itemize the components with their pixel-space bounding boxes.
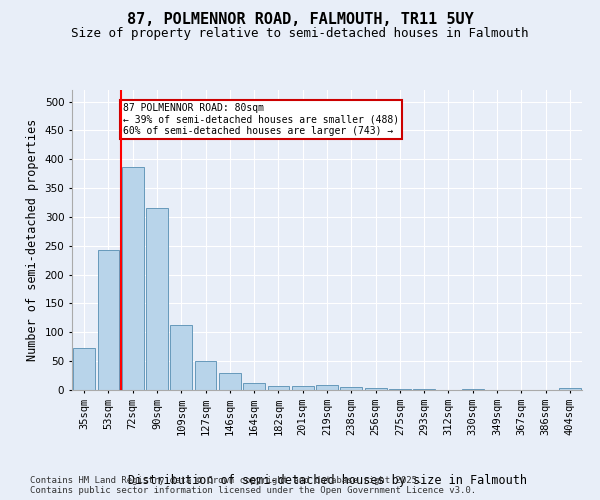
Bar [365, 388, 386, 390]
Text: 87, POLMENNOR ROAD, FALMOUTH, TR11 5UY: 87, POLMENNOR ROAD, FALMOUTH, TR11 5UY [127, 12, 473, 28]
Bar [559, 388, 581, 390]
Bar [194, 361, 217, 390]
Bar [146, 208, 168, 390]
Bar [73, 348, 95, 390]
Y-axis label: Number of semi-detached properties: Number of semi-detached properties [26, 119, 39, 361]
X-axis label: Distribution of semi-detached houses by size in Falmouth: Distribution of semi-detached houses by … [128, 474, 527, 487]
Bar [219, 374, 241, 390]
Bar [292, 386, 314, 390]
Bar [97, 250, 119, 390]
Bar [243, 382, 265, 390]
Bar [170, 326, 192, 390]
Text: 87 POLMENNOR ROAD: 80sqm
← 39% of semi-detached houses are smaller (488)
60% of : 87 POLMENNOR ROAD: 80sqm ← 39% of semi-d… [123, 104, 399, 136]
Text: Contains HM Land Registry data © Crown copyright and database right 2025.
Contai: Contains HM Land Registry data © Crown c… [30, 476, 476, 495]
Bar [122, 168, 143, 390]
Bar [316, 386, 338, 390]
Text: Size of property relative to semi-detached houses in Falmouth: Size of property relative to semi-detach… [71, 28, 529, 40]
Bar [340, 386, 362, 390]
Bar [268, 386, 289, 390]
